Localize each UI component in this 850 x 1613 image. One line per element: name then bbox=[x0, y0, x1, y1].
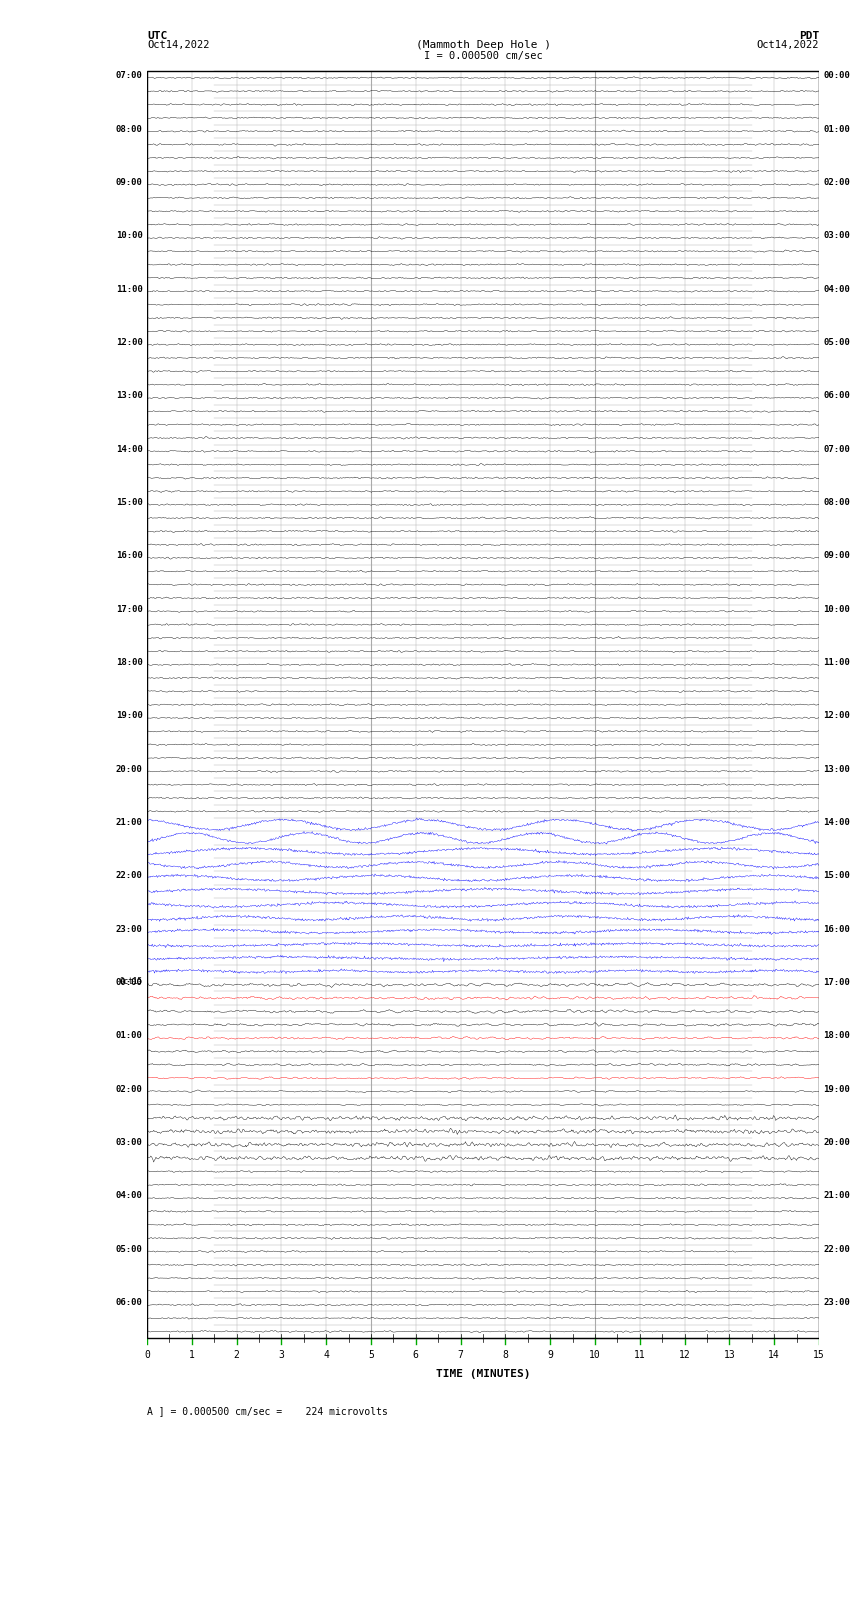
Text: 0: 0 bbox=[144, 1350, 150, 1360]
Text: 17:00: 17:00 bbox=[116, 605, 143, 613]
Text: 09:00: 09:00 bbox=[116, 177, 143, 187]
Text: 21:00: 21:00 bbox=[823, 1192, 850, 1200]
Text: UTC: UTC bbox=[147, 31, 167, 42]
Text: 08:00: 08:00 bbox=[823, 498, 850, 506]
Text: 7: 7 bbox=[457, 1350, 463, 1360]
Text: 10:00: 10:00 bbox=[823, 605, 850, 613]
Text: 06:00: 06:00 bbox=[116, 1298, 143, 1307]
Text: 12:00: 12:00 bbox=[823, 711, 850, 721]
Text: 17:00: 17:00 bbox=[823, 977, 850, 987]
Text: (Mammoth Deep Hole ): (Mammoth Deep Hole ) bbox=[416, 40, 551, 50]
Text: 12:00: 12:00 bbox=[116, 337, 143, 347]
Text: 04:00: 04:00 bbox=[823, 284, 850, 294]
Text: Oct15: Oct15 bbox=[120, 977, 143, 986]
Bar bbox=[147, 71, 819, 1339]
Text: 10:00: 10:00 bbox=[116, 231, 143, 240]
Text: 15:00: 15:00 bbox=[823, 871, 850, 881]
Text: 18:00: 18:00 bbox=[116, 658, 143, 668]
Text: 9: 9 bbox=[547, 1350, 553, 1360]
Text: 03:00: 03:00 bbox=[116, 1139, 143, 1147]
Text: 05:00: 05:00 bbox=[116, 1245, 143, 1253]
Text: 09:00: 09:00 bbox=[823, 552, 850, 560]
Text: 08:00: 08:00 bbox=[116, 124, 143, 134]
Text: 14: 14 bbox=[768, 1350, 780, 1360]
Text: 00:00: 00:00 bbox=[116, 977, 143, 987]
Text: 23:00: 23:00 bbox=[116, 924, 143, 934]
Text: Oct14,2022: Oct14,2022 bbox=[147, 40, 209, 50]
Text: 5: 5 bbox=[368, 1350, 374, 1360]
Text: 04:00: 04:00 bbox=[116, 1192, 143, 1200]
Text: 21:00: 21:00 bbox=[116, 818, 143, 827]
Text: 11:00: 11:00 bbox=[116, 284, 143, 294]
Text: 20:00: 20:00 bbox=[823, 1139, 850, 1147]
Text: 02:00: 02:00 bbox=[823, 177, 850, 187]
Text: 4: 4 bbox=[323, 1350, 329, 1360]
Text: 06:00: 06:00 bbox=[823, 392, 850, 400]
Text: 03:00: 03:00 bbox=[823, 231, 850, 240]
Text: 07:00: 07:00 bbox=[116, 71, 143, 81]
Text: 05:00: 05:00 bbox=[823, 337, 850, 347]
Text: 19:00: 19:00 bbox=[116, 711, 143, 721]
Text: 14:00: 14:00 bbox=[823, 818, 850, 827]
Text: 12: 12 bbox=[679, 1350, 690, 1360]
Text: 07:00: 07:00 bbox=[823, 445, 850, 453]
Text: 16:00: 16:00 bbox=[116, 552, 143, 560]
Text: 01:00: 01:00 bbox=[823, 124, 850, 134]
Text: 16:00: 16:00 bbox=[823, 924, 850, 934]
Text: 13:00: 13:00 bbox=[823, 765, 850, 774]
Text: TIME (MINUTES): TIME (MINUTES) bbox=[436, 1369, 530, 1379]
Text: 13: 13 bbox=[723, 1350, 735, 1360]
Text: 01:00: 01:00 bbox=[116, 1031, 143, 1040]
Text: 20:00: 20:00 bbox=[116, 765, 143, 774]
Text: 3: 3 bbox=[279, 1350, 285, 1360]
Text: 11: 11 bbox=[634, 1350, 646, 1360]
Text: 15:00: 15:00 bbox=[116, 498, 143, 506]
Text: A ] = 0.000500 cm/sec =    224 microvolts: A ] = 0.000500 cm/sec = 224 microvolts bbox=[147, 1407, 388, 1416]
Text: 19:00: 19:00 bbox=[823, 1086, 850, 1094]
Text: PDT: PDT bbox=[799, 31, 819, 42]
Text: 2: 2 bbox=[234, 1350, 240, 1360]
Text: 15: 15 bbox=[813, 1350, 824, 1360]
Text: I = 0.000500 cm/sec: I = 0.000500 cm/sec bbox=[423, 52, 542, 61]
Text: 22:00: 22:00 bbox=[116, 871, 143, 881]
Text: 02:00: 02:00 bbox=[116, 1086, 143, 1094]
Text: 10: 10 bbox=[589, 1350, 601, 1360]
Text: 00:00: 00:00 bbox=[823, 71, 850, 81]
Text: 8: 8 bbox=[502, 1350, 508, 1360]
Text: 11:00: 11:00 bbox=[823, 658, 850, 668]
Text: Oct14,2022: Oct14,2022 bbox=[756, 40, 819, 50]
Text: 14:00: 14:00 bbox=[116, 445, 143, 453]
Text: 18:00: 18:00 bbox=[823, 1031, 850, 1040]
Text: 6: 6 bbox=[413, 1350, 419, 1360]
Text: 23:00: 23:00 bbox=[823, 1298, 850, 1307]
Text: 22:00: 22:00 bbox=[823, 1245, 850, 1253]
Text: 13:00: 13:00 bbox=[116, 392, 143, 400]
Text: 1: 1 bbox=[189, 1350, 195, 1360]
